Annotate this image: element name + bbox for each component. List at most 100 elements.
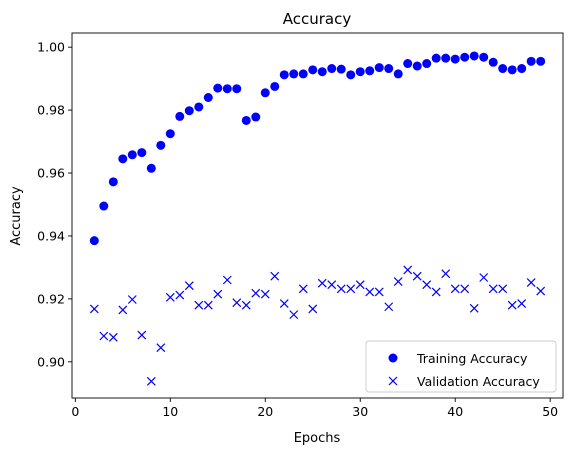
validation-point xyxy=(479,273,489,282)
plot-area xyxy=(89,51,546,386)
training-point xyxy=(365,66,375,76)
validation-point xyxy=(393,277,403,287)
y-tick-label: 0.92 xyxy=(37,291,65,306)
training-point xyxy=(507,65,517,75)
training-point xyxy=(118,154,128,164)
training-point xyxy=(89,236,99,246)
y-axis-label: Accuracy xyxy=(9,186,24,246)
legend-marker-validation xyxy=(388,376,398,386)
validation-point xyxy=(346,284,356,294)
legend-label-training: Training Accuracy xyxy=(416,351,528,366)
validation-point xyxy=(355,280,365,290)
training-point xyxy=(270,81,280,91)
training-point xyxy=(298,69,308,79)
training-point xyxy=(108,177,118,187)
x-tick-label: 20 xyxy=(257,404,273,419)
training-point xyxy=(536,56,546,66)
validation-point xyxy=(232,298,242,308)
validation-point xyxy=(431,287,441,297)
validation-point xyxy=(99,331,109,341)
training-point xyxy=(346,70,356,80)
validation-point xyxy=(175,290,185,300)
x-tick-label: 10 xyxy=(162,404,178,419)
training-point xyxy=(526,56,536,66)
legend-box xyxy=(365,340,557,393)
training-point xyxy=(431,53,441,63)
validation-point xyxy=(498,284,508,294)
validation-point xyxy=(251,288,261,298)
validation-point xyxy=(156,343,166,353)
x-tick-label: 30 xyxy=(352,404,368,419)
training-point xyxy=(203,93,213,103)
training-point xyxy=(241,115,251,125)
x-axis-label: Epochs xyxy=(294,431,341,446)
validation-point xyxy=(327,280,337,290)
training-point xyxy=(450,54,460,64)
training-point xyxy=(184,106,194,116)
validation-point xyxy=(241,300,251,310)
training-point xyxy=(469,51,479,61)
training-point xyxy=(127,150,137,160)
validation-point xyxy=(507,300,517,310)
validation-point xyxy=(317,278,327,288)
validation-point xyxy=(127,295,137,304)
training-point xyxy=(422,59,432,69)
legend-label-validation: Validation Accuracy xyxy=(417,374,540,389)
y-tick-label: 0.94 xyxy=(37,228,65,243)
y-tick-label: 0.96 xyxy=(37,166,65,181)
training-point xyxy=(260,88,270,98)
validation-point xyxy=(118,305,128,315)
training-point xyxy=(441,53,451,63)
validation-point xyxy=(488,284,498,294)
validation-point xyxy=(184,281,194,291)
validation-point xyxy=(270,271,280,281)
training-point xyxy=(308,65,318,75)
y-tick-label: 0.90 xyxy=(37,354,65,369)
validation-point xyxy=(146,376,156,386)
training-point xyxy=(336,64,346,74)
validation-point xyxy=(460,284,470,294)
training-point xyxy=(137,148,147,158)
validation-point xyxy=(213,289,223,299)
validation-point xyxy=(412,271,422,281)
validation-point xyxy=(279,299,289,309)
training-point xyxy=(175,111,185,121)
validation-point xyxy=(374,287,384,297)
validation-point xyxy=(384,302,394,312)
y-tick-label: 1.00 xyxy=(37,40,65,55)
legend-marker-training xyxy=(388,353,398,363)
training-point xyxy=(479,52,489,62)
validation-point xyxy=(336,284,346,294)
series-training xyxy=(89,51,546,246)
training-point xyxy=(289,69,299,79)
validation-point xyxy=(308,304,318,314)
training-point xyxy=(279,70,289,80)
training-point xyxy=(156,140,166,150)
training-point xyxy=(317,67,327,77)
training-point xyxy=(355,67,365,77)
y-axis: 0.90 0.92 0.94 0.96 0.98 1.00 xyxy=(37,40,72,369)
x-axis: 0 10 20 30 40 50 xyxy=(71,398,558,419)
training-point xyxy=(384,64,394,74)
training-point xyxy=(232,84,242,94)
validation-point xyxy=(165,292,175,302)
validation-point xyxy=(137,330,147,340)
training-point xyxy=(165,129,175,139)
legend: Training Accuracy Validation Accuracy xyxy=(365,340,557,393)
training-point xyxy=(460,52,470,62)
training-point xyxy=(412,61,422,71)
x-tick-label: 40 xyxy=(447,404,463,419)
validation-point xyxy=(260,289,270,299)
y-tick-label: 0.98 xyxy=(37,103,65,118)
training-point xyxy=(393,69,403,79)
training-point xyxy=(251,112,261,122)
validation-point xyxy=(298,284,308,294)
validation-point xyxy=(289,310,299,320)
training-point xyxy=(146,163,156,173)
training-point xyxy=(213,83,223,93)
validation-point xyxy=(222,275,232,285)
validation-point xyxy=(517,299,527,309)
validation-point xyxy=(203,300,213,310)
validation-point xyxy=(108,332,118,342)
training-point xyxy=(403,59,413,69)
